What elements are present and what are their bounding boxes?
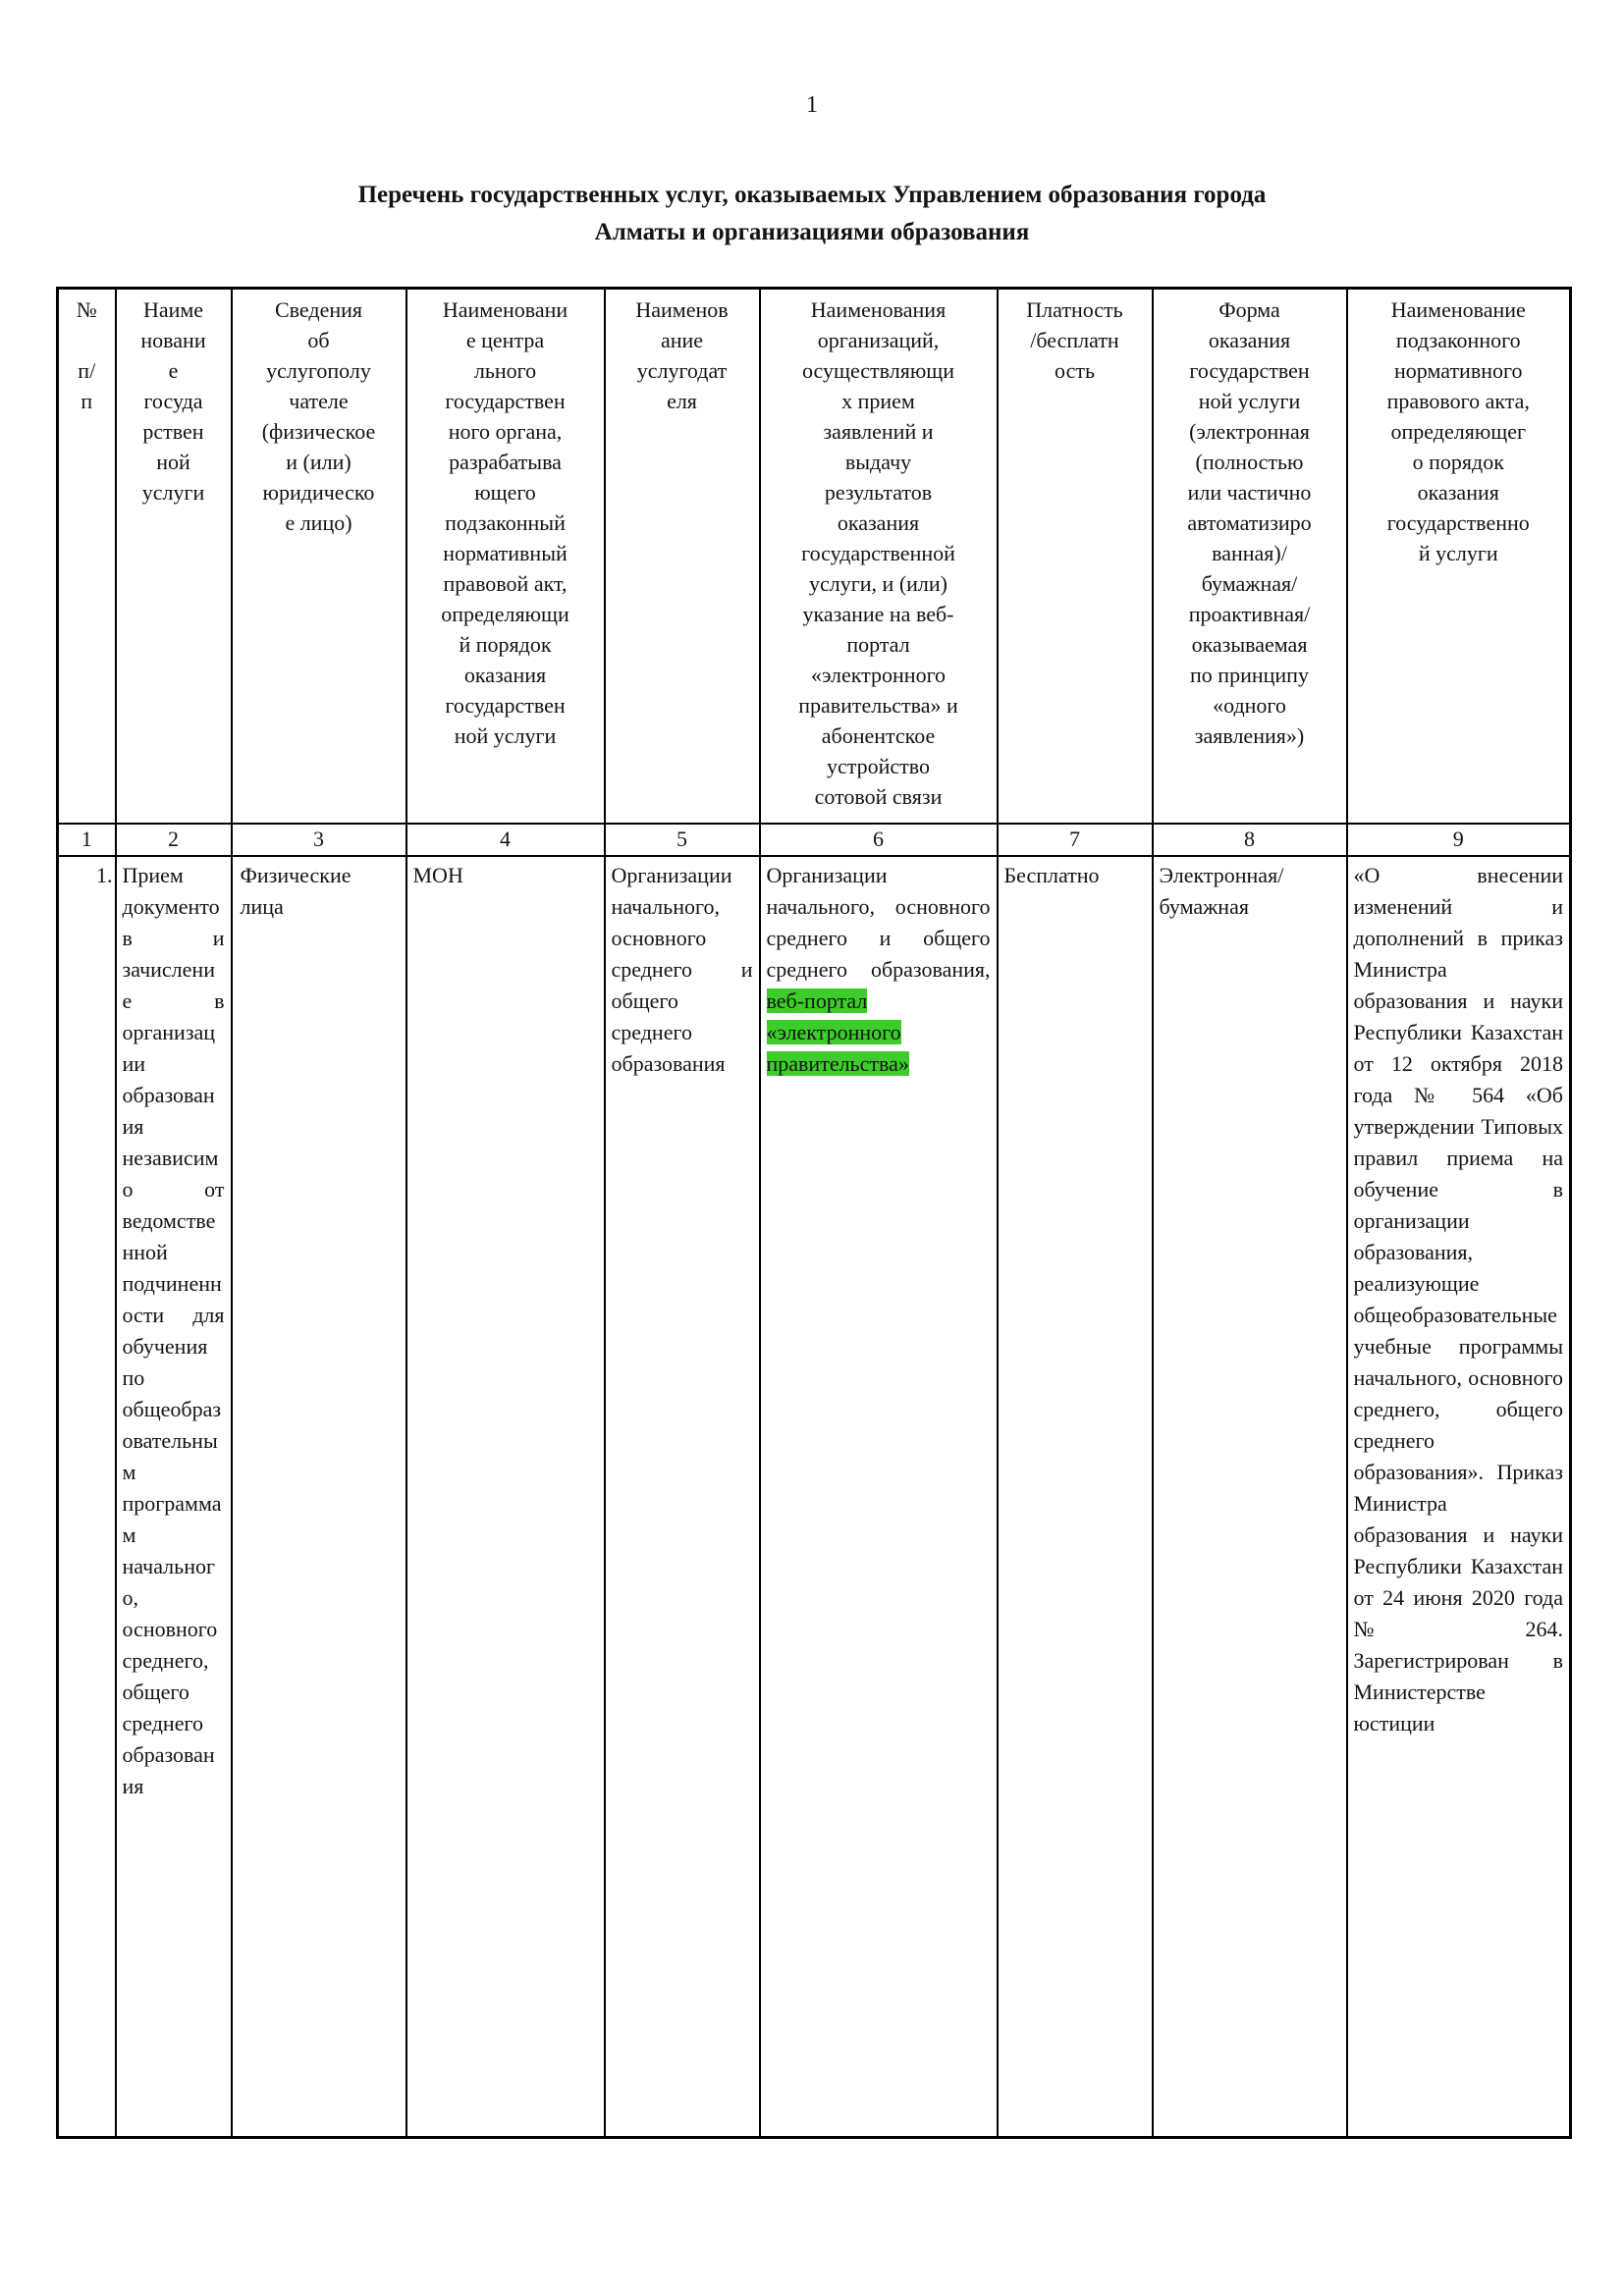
- header-no: № п/ п: [56, 287, 117, 825]
- column-index-cell: 8: [1151, 822, 1348, 857]
- header-payment: Платность /бесплатн ость: [996, 287, 1154, 825]
- column-index-cell: 6: [758, 822, 999, 857]
- table-header-row: № п/ п Наиме новани е госуда рствен ной …: [56, 287, 1572, 825]
- cell-row-number: 1.: [56, 854, 117, 2139]
- cell-provider: Организации начального, основного средне…: [603, 854, 761, 2139]
- header-service-name: Наиме новани е госуда рствен ной услуги: [114, 287, 233, 825]
- header-recipient-info: Сведения об услугополу чателе (физическо…: [230, 287, 407, 825]
- cell-payment: Бесплатно: [996, 854, 1154, 2139]
- column-index-cell: 9: [1345, 822, 1572, 857]
- column-index-cell: 3: [230, 822, 407, 857]
- column-index-cell: 2: [114, 822, 233, 857]
- header-organizations: Наименования организаций, осуществляющи …: [758, 287, 999, 825]
- column-index-cell: 7: [996, 822, 1154, 857]
- column-index-row: 1 2 3 4 5 6 7 8 9: [56, 822, 1572, 857]
- header-provider-name: Наименов ание услугодат еля: [603, 287, 761, 825]
- cell-service-name: Прием документов и зачисление в организа…: [114, 854, 233, 2139]
- header-central-body: Наименовани е центра льного государствен…: [405, 287, 606, 825]
- cell-recipient: Физические лица: [230, 854, 407, 2139]
- services-table: № п/ п Наиме новани е госуда рствен ной …: [56, 287, 1572, 2139]
- page-number: 1: [806, 92, 818, 118]
- column-index-cell: 4: [405, 822, 606, 857]
- header-service-form: Форма оказания государствен ной услуги (…: [1151, 287, 1348, 825]
- column-index-cell: 5: [603, 822, 761, 857]
- cell-central-body: МОН: [405, 854, 606, 2139]
- organizations-text: Организации начального, основного средне…: [766, 862, 991, 982]
- cell-legal-act: «О внесении изменений и дополнений в при…: [1345, 854, 1572, 2139]
- header-legal-act: Наименование подзаконного нормативного п…: [1345, 287, 1572, 825]
- egov-portal-highlight: веб-портал «электронного правительства»: [766, 988, 909, 1076]
- table-row: 1. Прием документов и зачисление в орган…: [56, 854, 1572, 2139]
- cell-organizations: Организации начального, основного средне…: [758, 854, 999, 2139]
- column-index-cell: 1: [56, 822, 117, 857]
- cell-service-form: Электронная/ бумажная: [1151, 854, 1348, 2139]
- document-title: Перечень государственных услуг, оказывае…: [357, 182, 1267, 245]
